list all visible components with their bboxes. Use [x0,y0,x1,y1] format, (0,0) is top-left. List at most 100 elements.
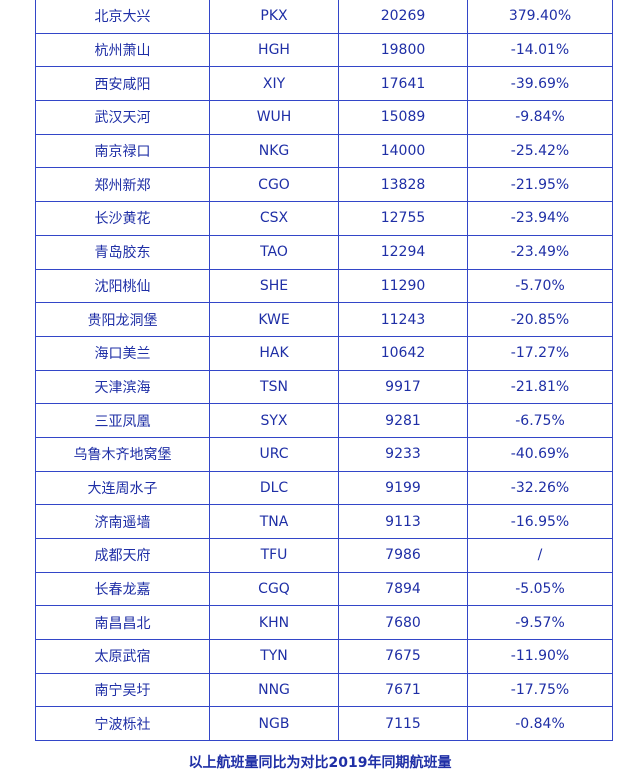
table-row: 济南遥墙 TNA 9113 -16.95% [35,504,613,539]
flight-count-cell: 15089 [338,100,468,135]
flight-count-cell: 7115 [338,706,468,742]
airport-name-cell: 南昌昌北 [35,605,210,641]
table-row: 郑州新郑 CGO 13828 -21.95% [35,167,613,203]
airport-code-cell: NGB [209,706,339,742]
airport-name-cell: 杭州萧山 [35,32,210,68]
airport-code-cell: HAK [209,335,339,371]
table-row: 天津滨海 TSN 9917 -21.81% [35,369,613,405]
yoy-change-cell: -21.95% [467,167,613,203]
flight-count-cell: 11243 [338,302,468,337]
yoy-change-cell: -21.81% [467,369,613,405]
airport-name-cell: 济南遥墙 [35,504,210,539]
airport-code-cell: PKX [209,0,339,34]
airport-name-cell: 武汉天河 [35,100,210,135]
airport-name-cell: 南宁吴圩 [35,672,210,708]
table-row: 南京禄口 NKG 14000 -25.42% [35,133,613,169]
airport-code-cell: NKG [209,133,339,169]
airport-name-cell: 大连周水子 [35,470,210,506]
airport-code-cell: XIY [209,66,339,102]
table-row: 杭州萧山 HGH 19800 -14.01% [35,32,613,68]
table-row: 乌鲁木齐地窝堡 URC 9233 -40.69% [35,436,613,472]
table-row: 宁波栎社 NGB 7115 -0.84% [35,706,613,742]
yoy-change-cell: -40.69% [467,436,613,472]
flight-count-cell: 14000 [338,133,468,169]
flight-count-cell: 7671 [338,672,468,708]
flight-count-cell: 12755 [338,201,468,236]
table-row: 沈阳桃仙 SHE 11290 -5.70% [35,268,613,304]
flight-count-cell: 7675 [338,639,468,674]
airport-name-cell: 宁波栎社 [35,706,210,742]
airport-name-cell: 西安咸阳 [35,66,210,102]
yoy-change-cell: -16.95% [467,504,613,539]
flight-count-cell: 9113 [338,504,468,539]
yoy-change-cell: -17.75% [467,672,613,708]
airport-code-cell: CGQ [209,571,339,607]
yoy-change-cell: 379.40% [467,0,613,34]
airport-code-cell: NNG [209,672,339,708]
airport-code-cell: KHN [209,605,339,641]
airport-code-cell: SYX [209,403,339,438]
table-footnote: 以上航班量同比为对比2019年同期航班量 [188,755,452,771]
table-row: 三亚凤凰 SYX 9281 -6.75% [35,403,613,438]
yoy-change-cell: / [467,538,613,573]
flight-count-cell: 7986 [338,538,468,573]
yoy-change-cell: -25.42% [467,133,613,169]
table-row: 武汉天河 WUH 15089 -9.84% [35,100,613,135]
flight-count-cell: 9281 [338,403,468,438]
yoy-change-cell: -14.01% [467,32,613,68]
airport-code-cell: TAO [209,234,339,270]
flight-count-cell: 9233 [338,436,468,472]
airport-name-cell: 太原武宿 [35,639,210,674]
yoy-change-cell: -5.70% [467,268,613,304]
airport-code-cell: URC [209,436,339,472]
yoy-change-cell: -23.94% [467,201,613,236]
table-row: 长沙黄花 CSX 12755 -23.94% [35,201,613,236]
airport-code-cell: SHE [209,268,339,304]
table-row: 太原武宿 TYN 7675 -11.90% [35,639,613,674]
table-row: 贵阳龙洞堡 KWE 11243 -20.85% [35,302,613,337]
airport-name-cell: 郑州新郑 [35,167,210,203]
flight-count-cell: 12294 [338,234,468,270]
airport-code-cell: TNA [209,504,339,539]
flight-count-cell: 20269 [338,0,468,34]
yoy-change-cell: -20.85% [467,302,613,337]
airport-name-cell: 贵阳龙洞堡 [35,302,210,337]
yoy-change-cell: -6.75% [467,403,613,438]
flight-count-cell: 9199 [338,470,468,506]
table-row: 青岛胶东 TAO 12294 -23.49% [35,234,613,270]
yoy-change-cell: -23.49% [467,234,613,270]
airport-code-cell: HGH [209,32,339,68]
flight-count-cell: 7680 [338,605,468,641]
flight-count-cell: 10642 [338,335,468,371]
table-row: 南宁吴圩 NNG 7671 -17.75% [35,672,613,708]
airport-name-cell: 海口美兰 [35,335,210,371]
table-row: 北京大兴 PKX 20269 379.40% [35,0,613,34]
flight-count-cell: 7894 [338,571,468,607]
airport-code-cell: CGO [209,167,339,203]
airport-flights-table-container: 北京大兴 PKX 20269 379.40% 杭州萧山 HGH 19800 -14.01% 西安… [35,0,613,742]
yoy-change-cell: -0.84% [467,706,613,742]
yoy-change-cell: -9.84% [467,100,613,135]
flight-count-cell: 13828 [338,167,468,203]
airport-name-cell: 南京禄口 [35,133,210,169]
flight-count-cell: 9917 [338,369,468,405]
airport-name-cell: 北京大兴 [35,0,210,34]
airport-name-cell: 天津滨海 [35,369,210,405]
table-row: 西安咸阳 XIY 17641 -39.69% [35,66,613,102]
flight-count-cell: 17641 [338,66,468,102]
yoy-change-cell: -32.26% [467,470,613,506]
table-body: 北京大兴 PKX 20269 379.40% 杭州萧山 HGH 19800 -14.01% 西安… [35,0,613,742]
airport-name-cell: 青岛胶东 [35,234,210,270]
airport-name-cell: 长沙黄花 [35,201,210,236]
airport-code-cell: TSN [209,369,339,405]
airport-name-cell: 三亚凤凰 [35,403,210,438]
airport-name-cell: 沈阳桃仙 [35,268,210,304]
airport-name-cell: 长春龙嘉 [35,571,210,607]
table-row: 成都天府 TFU 7986/ [35,538,613,573]
airport-flights-table: 北京大兴 PKX 20269 379.40% 杭州萧山 HGH 19800 -14.01% 西安… [35,0,613,742]
flight-count-cell: 19800 [338,32,468,68]
table-row: 大连周水子 DLC 9199 -32.26% [35,470,613,506]
airport-name-cell: 成都天府 [35,538,210,573]
airport-code-cell: TYN [209,639,339,674]
yoy-change-cell: -5.05% [467,571,613,607]
